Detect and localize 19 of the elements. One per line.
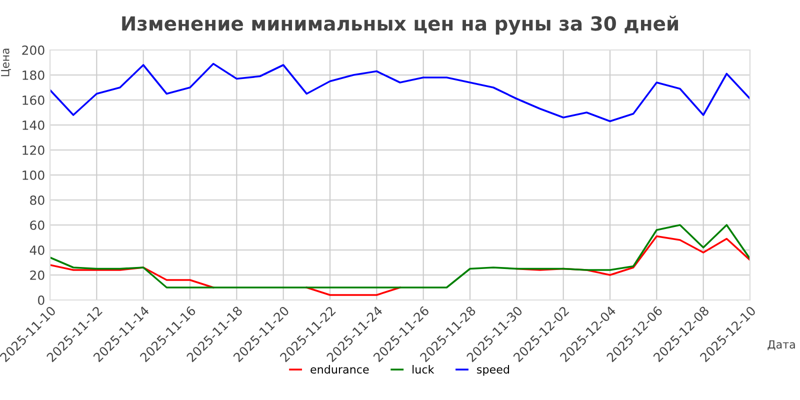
y-tick-label: 200 xyxy=(22,45,44,55)
legend-label: luck xyxy=(412,365,434,374)
y-tick-label: 0 xyxy=(38,295,44,305)
y-tick-label: 80 xyxy=(30,195,44,205)
y-tick-label: 40 xyxy=(30,245,44,255)
line-series xyxy=(50,62,750,122)
y-tick-label: 20 xyxy=(30,270,44,280)
legend-label: speed xyxy=(477,365,509,376)
y-tick-label: 120 xyxy=(22,145,44,155)
y-tick-label: 180 xyxy=(22,70,44,80)
legend-label: endurance xyxy=(310,365,369,374)
y-tick-label: 160 xyxy=(22,95,44,105)
chart-title: Изменение минимальных цен на руны за 30 дней xyxy=(122,16,678,35)
y-tick-label: 140 xyxy=(22,120,44,130)
x-axis-title: Дата xyxy=(768,340,795,350)
y-tick-label: 100 xyxy=(22,170,44,180)
y-axis-title: Цена xyxy=(1,48,11,76)
y-tick-label: 60 xyxy=(30,220,44,230)
line-series xyxy=(50,224,750,288)
